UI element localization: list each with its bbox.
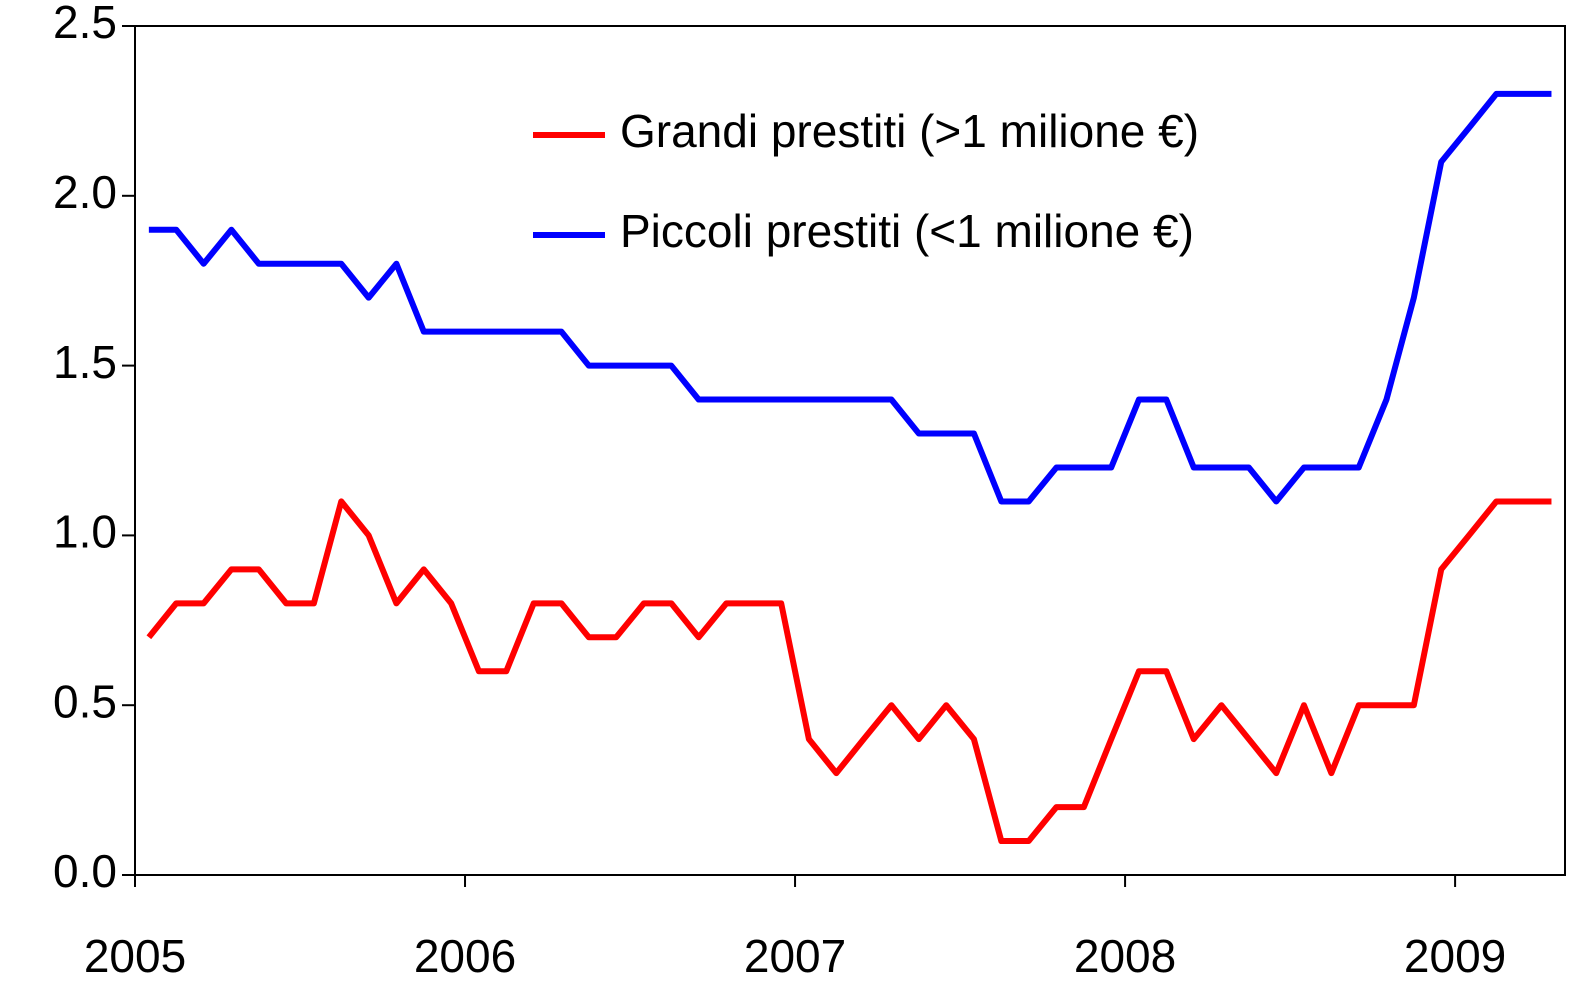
series-line	[148, 90, 1552, 505]
x-tick-label: 2005	[84, 930, 186, 982]
y-tick-label: 1.0	[53, 506, 117, 558]
series-line	[146, 498, 1552, 845]
legend-label: Grandi prestiti (>1 milione €)	[620, 105, 1199, 157]
x-tick-label: 2009	[1404, 930, 1506, 982]
y-tick-label: 0.5	[53, 675, 117, 727]
legend-label: Piccoli prestiti (<1 milione €)	[620, 205, 1194, 257]
y-tick-label: 1.5	[53, 336, 117, 388]
y-tick-label: 2.5	[53, 0, 117, 48]
x-tick-label: 2007	[744, 930, 846, 982]
plot-frame	[134, 25, 1566, 876]
x-tick-label: 2006	[414, 930, 516, 982]
y-tick-label: 0.0	[53, 845, 117, 897]
y-tick-label: 2.0	[53, 166, 117, 218]
x-tick-label: 2008	[1074, 930, 1176, 982]
